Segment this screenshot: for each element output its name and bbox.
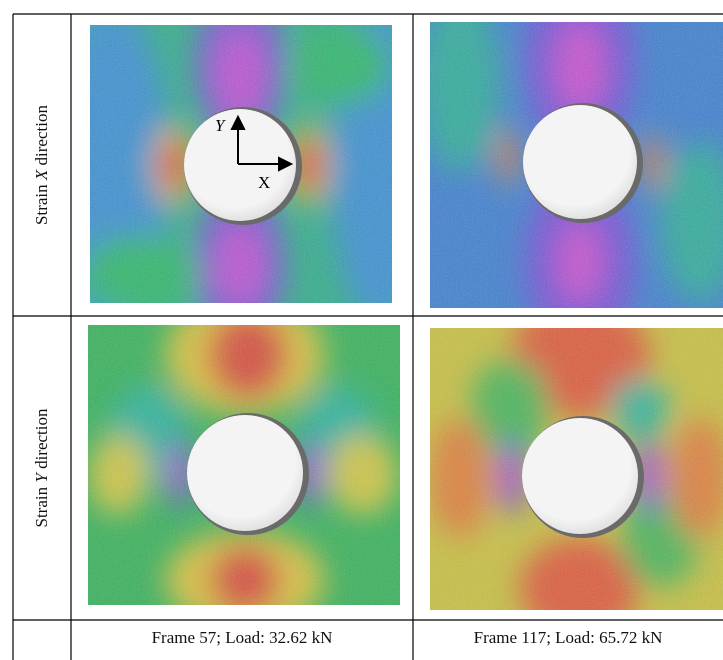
hole [522, 418, 638, 534]
strain-field-image [430, 328, 723, 610]
strain-field-image: YX [90, 25, 392, 303]
hole [187, 415, 303, 531]
label-text: direction [32, 409, 51, 469]
page: Strain X direction Strain Y direction Fr… [0, 0, 723, 660]
strain-field-image [430, 22, 723, 308]
strain-field-image [88, 325, 400, 605]
hole [523, 105, 637, 219]
row-label: Strain X direction [32, 15, 52, 315]
label-text: Strain [32, 487, 51, 528]
label-axis: X [32, 170, 51, 180]
caption: Frame 117; Load: 65.72 kN [413, 628, 723, 648]
axis-label: Y [215, 116, 226, 135]
label-axis: Y [32, 473, 51, 482]
row-label: Strain Y direction [32, 318, 52, 618]
label-text: direction [32, 105, 51, 165]
label-text: Strain [32, 184, 51, 225]
axis-label: X [258, 173, 270, 192]
caption: Frame 57; Load: 32.62 kN [71, 628, 413, 648]
